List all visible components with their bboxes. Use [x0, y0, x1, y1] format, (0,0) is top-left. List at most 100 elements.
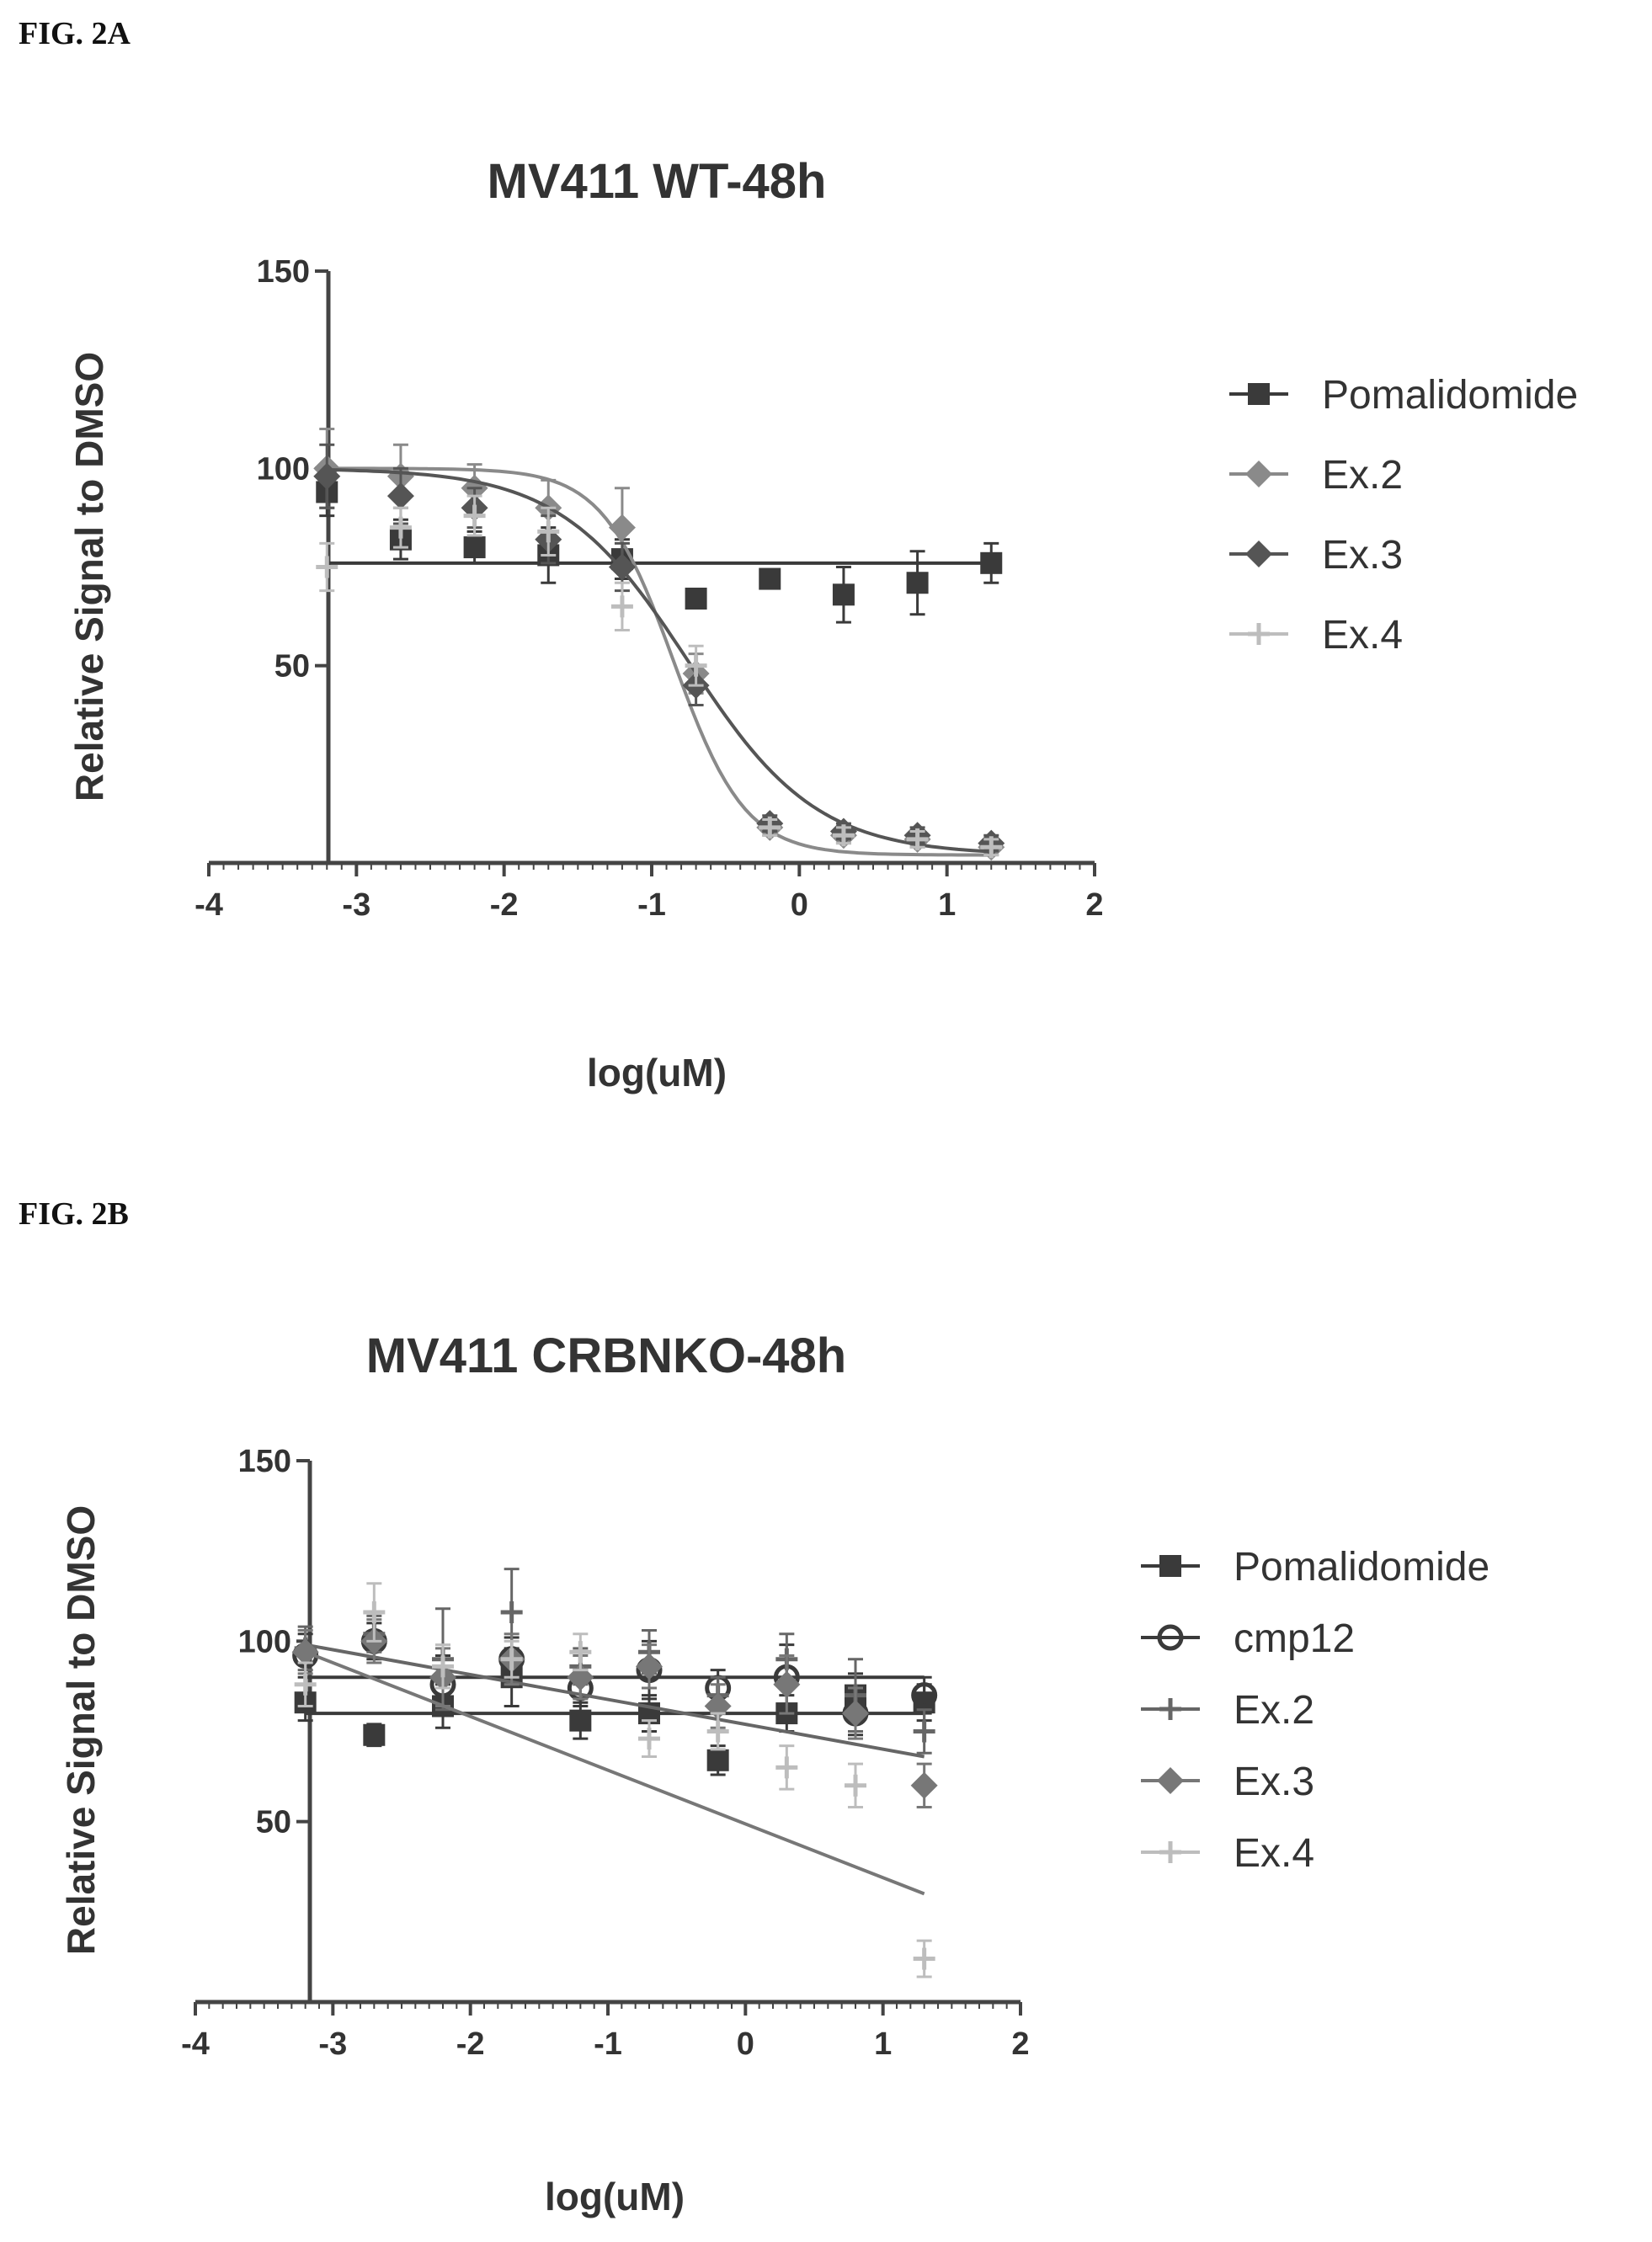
- chart-a-series-ex-4-point: [316, 556, 338, 578]
- chart-a-ytick-label: 50: [274, 649, 310, 684]
- chart-a-legend-marker: [1245, 541, 1272, 567]
- chart-a-legend-marker: [1248, 623, 1270, 645]
- chart-a-series-pomalidomide: [316, 466, 1003, 624]
- chart-b-xtick-label: -1: [594, 2026, 622, 2062]
- chart-a-series-ex-4-point: [610, 595, 633, 618]
- chart-b-series-ex-4-point: [845, 1774, 866, 1797]
- chart-a-plot-area: -4 -3 -2 -1 0 1 2 50 100 150: [195, 254, 1103, 923]
- chart-a-xtick-label: 1: [938, 887, 956, 923]
- chart-a-legend-marker: [1248, 383, 1270, 405]
- chart-a-series-ex-4-point: [832, 824, 855, 847]
- chart-a-series-ex-4-point: [906, 828, 929, 850]
- chart-b-xtick-label: -4: [181, 2026, 210, 2062]
- chart-a-xtick-label: -3: [342, 887, 370, 923]
- chart-a-xtick-label: -1: [637, 887, 666, 923]
- chart-a-series-ex-3-point: [608, 553, 636, 581]
- chart-b-legend-label: Pomalidomide: [1234, 1545, 1489, 1590]
- chart-b-series-ex-4-point: [500, 1648, 523, 1670]
- chart-b-series-ex-4-point: [569, 1641, 592, 1664]
- chart-a-series-ex-4: [316, 494, 1003, 859]
- chart-b-series-pomalidomide-point: [363, 1723, 386, 1746]
- chart-b-series-pomalidomide: [294, 1647, 935, 1776]
- chart-b-series-ex-3-point: [636, 1653, 663, 1680]
- chart-b-legend-item: Pomalidomide: [1141, 1545, 1489, 1590]
- chart-b-series-ex-3-point: [842, 1700, 869, 1728]
- chart-b-legend-item: Ex.3: [1141, 1760, 1314, 1804]
- chart-a-series-ex-3-curve: [327, 468, 992, 854]
- chart-a-series-ex-2: [313, 427, 1005, 861]
- chart-b-title: MV411 CRBNKO-48h: [366, 1329, 846, 1383]
- chart-b-series-cmp12-point: [911, 1682, 938, 1709]
- chart-a-legend-item: Pomalidomide: [1229, 373, 1578, 418]
- chart-a-series-ex-4-point: [759, 816, 781, 839]
- chart-b-xtick-label: 1: [874, 2026, 892, 2062]
- chart-a-title: MV411 WT-48h: [488, 154, 827, 209]
- chart-a-series-ex-3-point: [386, 482, 414, 510]
- chart-b-ytick-label: 100: [238, 1624, 291, 1659]
- chart-b-series-ex-4-point: [775, 1756, 798, 1779]
- chart-b-xtick-label: -3: [318, 2026, 347, 2062]
- chart-b-legend-marker: [1159, 1841, 1181, 1863]
- chart-b-series-ex-2-point: [500, 1601, 523, 1624]
- figure-label-2a: FIG. 2A: [19, 16, 131, 51]
- chart-b-series-ex-4-point: [706, 1720, 729, 1743]
- chart-a-xtick-label: -2: [490, 887, 519, 923]
- chart-b-series-pomalidomide-point: [706, 1749, 729, 1771]
- chart-a-legend-label: Ex.2: [1322, 453, 1403, 498]
- chart-b-series-ex-2-curve: [305, 1643, 925, 1759]
- chart-a-series-ex-4-point: [685, 654, 707, 677]
- chart-b-series-ex-4-point: [294, 1673, 317, 1696]
- chart-a-series-ex-4-point: [537, 520, 560, 543]
- chart-b-xtick-label: 2: [1011, 2026, 1029, 2062]
- chart-a: MV411 WT-48h Relative Signal to DMSO log…: [67, 154, 1578, 1094]
- chart-b-legend-label: Ex.2: [1234, 1688, 1314, 1733]
- chart-a-series-ex-3: [313, 443, 1005, 857]
- chart-a-series-pomalidomide-point: [906, 572, 929, 594]
- chart-a-series-pomalidomide-point: [832, 583, 855, 606]
- chart-b-ytick-label: 50: [256, 1805, 291, 1840]
- chart-b-series-ex-3-point: [910, 1771, 938, 1799]
- figure-label-2b: FIG. 2B: [19, 1196, 129, 1232]
- chart-b-legend-item: cmp12: [1141, 1616, 1355, 1661]
- chart-b-ylabel: Relative Signal to DMSO: [59, 1505, 103, 1955]
- chart-a-legend-label: Ex.4: [1322, 613, 1403, 658]
- chart-b-series-ex-4-point: [913, 1947, 935, 1970]
- chart-b-series-ex-2-point: [913, 1720, 935, 1743]
- chart-a-series-pomalidomide-point: [980, 551, 1003, 574]
- chart-a-series-pomalidomide-point: [685, 587, 707, 610]
- chart-a-legend-marker: [1245, 461, 1272, 487]
- chart-a-ytick-label: 100: [257, 451, 310, 487]
- chart-b-series-cmp12: [292, 1622, 938, 1737]
- chart-b-legend-item: Ex.4: [1141, 1831, 1314, 1876]
- chart-b-series-pomalidomide-point: [569, 1709, 592, 1732]
- chart-b-xtick-label: 0: [737, 2026, 754, 2062]
- chart-a-legend-label: Pomalidomide: [1322, 373, 1578, 418]
- chart-b-xtick-label: -2: [456, 2026, 485, 2062]
- chart-a-ylabel: Relative Signal to DMSO: [67, 352, 111, 801]
- chart-b-series-ex-2: [294, 1568, 935, 1759]
- chart-a-legend: Pomalidomide Ex.2 Ex.3 Ex.4: [1229, 373, 1578, 658]
- chart-a-xtick-label: 0: [791, 887, 808, 923]
- chart-a-legend-item: Ex.2: [1229, 453, 1403, 498]
- chart-b-series-ex-4: [294, 1582, 935, 1978]
- chart-b-legend-label: Ex.3: [1234, 1760, 1314, 1804]
- chart-a-series-ex-4-point: [389, 516, 412, 539]
- chart-b-series-ex-4-point: [432, 1655, 454, 1678]
- chart-b-legend-marker: [1159, 1698, 1181, 1720]
- chart-b-series-ex-4-point: [363, 1601, 386, 1624]
- chart-a-series-ex-3-point: [313, 462, 341, 490]
- chart-a-series-pomalidomide-point: [759, 567, 781, 590]
- chart-b: MV411 CRBNKO-48h Relative Signal to DMSO…: [59, 1329, 1489, 2218]
- chart-b-legend-label: Ex.4: [1234, 1831, 1314, 1876]
- chart-b-series-ex-3-point: [773, 1670, 801, 1698]
- chart-b-series-ex-4-point: [638, 1728, 660, 1750]
- chart-a-series-ex-2-point: [608, 514, 636, 541]
- chart-a-series-ex-4-point: [980, 836, 1003, 859]
- chart-a-xlabel: log(uM): [587, 1051, 727, 1094]
- chart-a-xtick-label: 2: [1085, 887, 1103, 923]
- chart-b-legend-label: cmp12: [1234, 1616, 1355, 1661]
- chart-a-ytick-label: 150: [257, 254, 310, 290]
- chart-b-series-ex-3-curve: [304, 1650, 925, 1896]
- chart-b-legend: Pomalidomide cmp12 Ex.2 Ex.3 Ex.4: [1141, 1545, 1489, 1876]
